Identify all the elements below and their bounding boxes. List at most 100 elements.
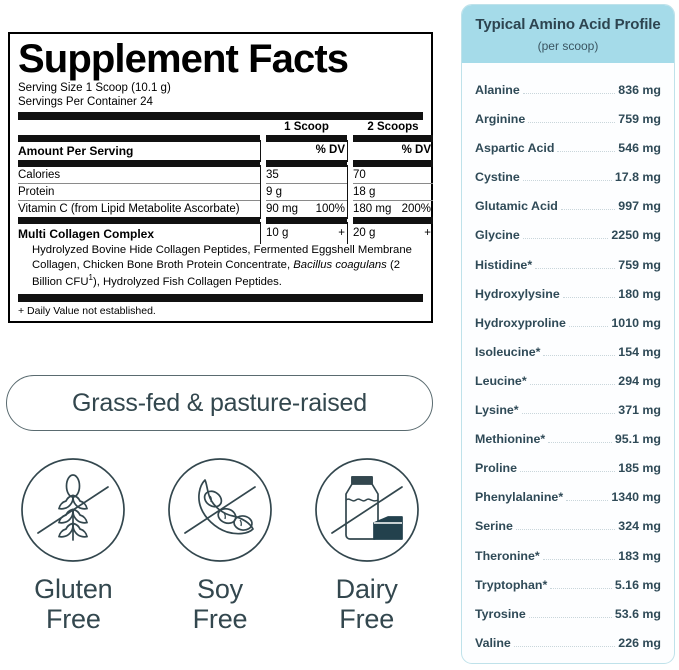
badge-line-1: Dairy [335, 574, 398, 604]
column-header-scoop1: 1 Scoop [284, 121, 329, 134]
amino-acid-leader-dots [515, 529, 616, 531]
badge-line-1: Gluten [34, 574, 113, 604]
badge-dairy-free: Dairy Free [293, 455, 440, 670]
amino-acid-row: Glutamic Acid 997 mg [475, 199, 661, 228]
amino-acid-value: 836 mg [618, 83, 661, 97]
nutrient-amount: 90 mg [266, 203, 298, 216]
amino-acid-name: Theronine* [475, 548, 540, 563]
divider-segmented-1 [18, 135, 433, 143]
amino-acid-name: Aspartic Acid [475, 141, 555, 156]
divider-row-2 [18, 200, 433, 202]
amino-acid-leader-dots [542, 558, 616, 560]
amino-acid-row: Proline 185 mg [475, 461, 661, 490]
column-header-spacer [18, 120, 260, 135]
amino-acid-leader-dots [522, 180, 612, 182]
amino-acid-value: 185 mg [618, 461, 661, 476]
seg-col2 [353, 135, 433, 143]
seg-label [18, 183, 260, 185]
badge-dairy-free-label: Dairy Free [336, 574, 398, 634]
ingredients-list: Hydrolyzed Bovine Hide Collagen Peptides… [18, 242, 423, 293]
ingredients-text-1: Hydrolyzed Bovine Hide Collagen Peptides… [32, 244, 412, 272]
free-from-badge-group: Gluten Free Soy Free [0, 455, 440, 670]
nutrient-name-cell: Protein [18, 186, 55, 199]
amino-acid-value: 2250 mg [611, 228, 661, 243]
supplement-facts-body: 1 Scoop 2 Scoops Amount Per Serving % DV [10, 112, 433, 302]
badge-soy-free: Soy Free [147, 455, 294, 670]
amino-acid-leader-dots [550, 587, 612, 589]
amino-acid-row: Alanine 836 mg [475, 83, 661, 112]
blend-name-cell: Multi Collagen Complex [18, 227, 155, 242]
amino-acid-value: 17.8 mg [614, 170, 661, 185]
divider-segmented-2 [18, 160, 433, 168]
amino-acid-row: Cystine 17.8 mg [475, 170, 661, 199]
amino-acid-value: 997 mg [618, 199, 661, 214]
dv-header-scoop2: % DV [347, 140, 433, 163]
amino-acid-name: Lysine* [475, 403, 519, 418]
ingredients-text-3: ), Hydrolyzed Fish Collagen Peptides. [92, 275, 282, 288]
amino-acid-leader-dots [562, 296, 616, 298]
amino-acid-name: Isoleucine* [475, 344, 541, 359]
badge-line-2: Free [339, 604, 395, 635]
no-soy-icon [168, 458, 272, 562]
amino-acid-row: Tyrosine 53.6 mg [475, 607, 661, 636]
amino-acid-leader-dots [535, 267, 616, 269]
badge-line-2: Free [192, 604, 248, 635]
badge-line-2: Free [45, 604, 101, 635]
amino-acid-row: Hydroxyproline 1010 mg [475, 316, 661, 345]
nutrient-amount: 18 g [353, 186, 376, 199]
supplement-facts-title: Supplement Facts [18, 37, 349, 81]
amino-acid-name: Cystine [475, 170, 520, 185]
seg-col1 [266, 217, 347, 225]
seg-col2 [353, 200, 433, 202]
amino-acid-leader-dots [566, 500, 609, 502]
column-header-row: 1 Scoop 2 Scoops [18, 120, 423, 135]
blend-amount: 10 g [266, 227, 289, 240]
amino-acid-row: Hydroxylysine 180 mg [475, 287, 661, 316]
blend-dv: + [424, 227, 431, 240]
grass-fed-claim-badge: Grass-fed & pasture-raised [6, 375, 433, 431]
supplement-facts-panel: Supplement Facts Serving Size 1 Scoop (1… [8, 32, 433, 323]
nutrient-scoop2-cell: 70 [347, 165, 433, 186]
amino-acid-row: Leucine* 294 mg [475, 374, 661, 403]
serving-size: Serving Size 1 Scoop (10.1 g) [18, 82, 171, 94]
blend-scoop1-cell: 10 g + [260, 222, 347, 245]
amino-panel-subtitle: (per scoop) [537, 39, 599, 53]
badge-gluten-free: Gluten Free [0, 455, 147, 670]
amino-acid-name: Histidine* [475, 257, 533, 272]
divider-row-1 [18, 183, 433, 185]
amino-acid-leader-dots [568, 325, 609, 327]
seg-col2 [353, 160, 433, 168]
badge-line-1: Soy [197, 574, 243, 604]
divider-segmented-3 [18, 217, 433, 225]
amino-acid-value: 759 mg [618, 112, 661, 127]
amount-per-serving-cell: Amount Per Serving [18, 144, 134, 159]
amino-acid-value: 154 mg [618, 344, 661, 359]
amino-acid-name: Serine [475, 519, 513, 534]
nutrient-name-cell: Calories [18, 169, 61, 182]
blend-row: Multi Collagen Complex 10 g + 20 g + [18, 222, 431, 245]
amino-acid-name: Leucine* [475, 373, 527, 388]
amino-acid-row: Serine 324 mg [475, 519, 661, 548]
amino-acid-value: 1340 mg [611, 490, 661, 505]
amino-acid-leader-dots [528, 616, 612, 618]
amino-acid-name: Tryptophan* [475, 577, 548, 592]
amino-acid-value: 5.16 mg [614, 577, 661, 592]
amino-acid-name: Tyrosine [475, 606, 526, 621]
amino-acid-name: Phenylalanine* [475, 490, 564, 505]
nutrient-amount: 35 [266, 169, 279, 182]
amino-acid-value: 183 mg [618, 548, 661, 563]
amino-acid-name: Valine [475, 635, 511, 650]
amino-acid-value: 95.1 mg [614, 432, 661, 447]
amino-acid-panel: Typical Amino Acid Profile (per scoop) A… [461, 4, 675, 664]
amino-acid-leader-dots [557, 151, 616, 153]
amino-acid-name: Proline [475, 461, 517, 476]
ingredients-footnote-marker: 1 [88, 272, 93, 282]
seg-col1 [266, 160, 347, 168]
amino-acid-value: 226 mg [618, 635, 661, 650]
dv-header-scoop1: % DV [260, 140, 347, 163]
amino-acid-name: Hydroxylysine [475, 286, 560, 301]
nutrient-scoop2-cell: 180 mg 200% [347, 199, 433, 220]
amino-acid-leader-dots [548, 442, 612, 444]
nutrient-amount: 70 [353, 169, 366, 182]
